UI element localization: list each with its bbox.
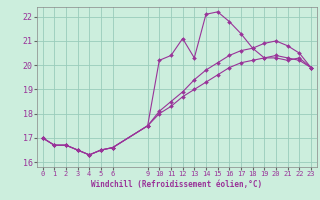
X-axis label: Windchill (Refroidissement éolien,°C): Windchill (Refroidissement éolien,°C) [91, 180, 262, 189]
